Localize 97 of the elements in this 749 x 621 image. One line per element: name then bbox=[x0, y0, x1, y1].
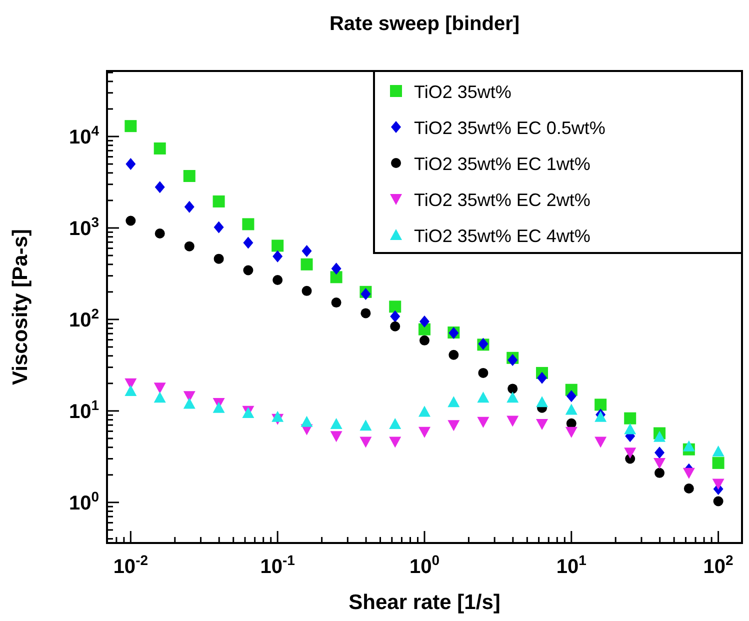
point bbox=[654, 468, 665, 478]
point bbox=[508, 384, 518, 394]
point bbox=[594, 436, 607, 448]
point bbox=[272, 410, 284, 422]
point bbox=[330, 271, 342, 284]
point bbox=[565, 426, 578, 438]
point bbox=[360, 308, 371, 318]
point bbox=[682, 468, 695, 479]
x-tick-label: 10$^{-1}$ bbox=[260, 552, 296, 578]
point bbox=[389, 300, 402, 313]
point bbox=[124, 120, 137, 132]
point bbox=[243, 265, 254, 276]
point bbox=[684, 483, 694, 494]
y-tick-label: 10$^{4}$ bbox=[68, 122, 100, 148]
point bbox=[330, 431, 342, 442]
point bbox=[624, 412, 636, 424]
point bbox=[712, 446, 724, 457]
point bbox=[214, 254, 224, 264]
point bbox=[272, 250, 283, 262]
point bbox=[418, 323, 430, 336]
point bbox=[624, 423, 636, 434]
point bbox=[330, 418, 342, 429]
point bbox=[390, 321, 400, 332]
legend-label: TiO2 35wt% EC 2wt% bbox=[414, 190, 590, 210]
point bbox=[154, 228, 165, 239]
point bbox=[124, 385, 137, 396]
point bbox=[506, 392, 519, 403]
point bbox=[654, 458, 666, 469]
point bbox=[566, 390, 576, 402]
point bbox=[418, 406, 430, 417]
point bbox=[654, 430, 666, 442]
y-tick-label: 10$^{1}$ bbox=[68, 396, 100, 423]
point bbox=[300, 258, 313, 270]
point bbox=[536, 396, 548, 408]
x-tick-label: 10$^{1}$ bbox=[556, 552, 587, 578]
point bbox=[536, 418, 548, 430]
point bbox=[506, 416, 519, 427]
point bbox=[389, 418, 402, 429]
point bbox=[126, 216, 136, 226]
point bbox=[360, 436, 372, 448]
point bbox=[448, 350, 459, 360]
point bbox=[300, 416, 313, 427]
y-axis-title: Viscosity [Pa-s] bbox=[9, 228, 32, 386]
point bbox=[272, 274, 283, 285]
point bbox=[654, 446, 665, 459]
point bbox=[478, 368, 488, 378]
x-tick-label: 10$^{2}$ bbox=[703, 552, 734, 578]
point bbox=[331, 262, 342, 275]
point bbox=[242, 218, 254, 230]
point bbox=[183, 398, 196, 409]
x-tick-label: 10$^{0}$ bbox=[409, 552, 440, 578]
point bbox=[537, 372, 548, 384]
point bbox=[682, 440, 695, 452]
point bbox=[477, 416, 490, 428]
point bbox=[154, 181, 165, 194]
point bbox=[212, 195, 225, 208]
y-tick-label: 10$^{3}$ bbox=[68, 214, 100, 240]
point bbox=[126, 158, 136, 170]
point bbox=[183, 170, 196, 182]
legend-label: TiO2 35wt% EC 1wt% bbox=[414, 154, 590, 174]
legend-label: TiO2 35wt% EC 4wt% bbox=[414, 226, 590, 246]
point bbox=[448, 396, 460, 408]
point bbox=[243, 236, 254, 249]
point bbox=[184, 200, 194, 213]
point bbox=[389, 436, 402, 448]
point bbox=[419, 335, 430, 346]
legend-label: TiO2 35wt% bbox=[414, 82, 512, 102]
legend-label: TiO2 35wt% EC 0.5wt% bbox=[414, 118, 606, 138]
point bbox=[184, 241, 194, 252]
point bbox=[624, 448, 636, 459]
point bbox=[154, 142, 166, 154]
point bbox=[390, 310, 400, 322]
point bbox=[712, 456, 724, 469]
point bbox=[566, 418, 576, 428]
point bbox=[302, 286, 312, 296]
y-tick-label: 10$^{0}$ bbox=[68, 488, 100, 514]
point bbox=[212, 402, 225, 413]
point bbox=[302, 245, 312, 258]
point bbox=[712, 478, 724, 490]
x-tick-label: 10$^{-2}$ bbox=[113, 552, 148, 578]
point bbox=[508, 354, 518, 366]
point bbox=[713, 496, 724, 506]
point bbox=[418, 426, 430, 438]
point bbox=[448, 420, 460, 432]
point bbox=[594, 398, 607, 411]
point bbox=[477, 392, 490, 403]
y-tick-label: 10$^{2}$ bbox=[68, 305, 100, 332]
point bbox=[154, 392, 166, 403]
point bbox=[154, 382, 166, 394]
point bbox=[419, 315, 430, 328]
chart-title: Rate sweep [binder] bbox=[329, 13, 520, 35]
point bbox=[214, 221, 224, 234]
point bbox=[272, 240, 284, 252]
x-axis-title: Shear rate [1/s] bbox=[348, 591, 500, 614]
point bbox=[360, 420, 372, 431]
point bbox=[331, 298, 342, 308]
point bbox=[565, 404, 578, 415]
